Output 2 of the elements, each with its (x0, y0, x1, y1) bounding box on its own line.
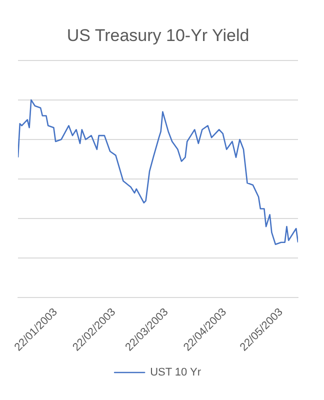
chart-title: US Treasury 10-Yr Yield (66, 26, 250, 45)
legend-label: UST 10 Yr (150, 366, 202, 379)
